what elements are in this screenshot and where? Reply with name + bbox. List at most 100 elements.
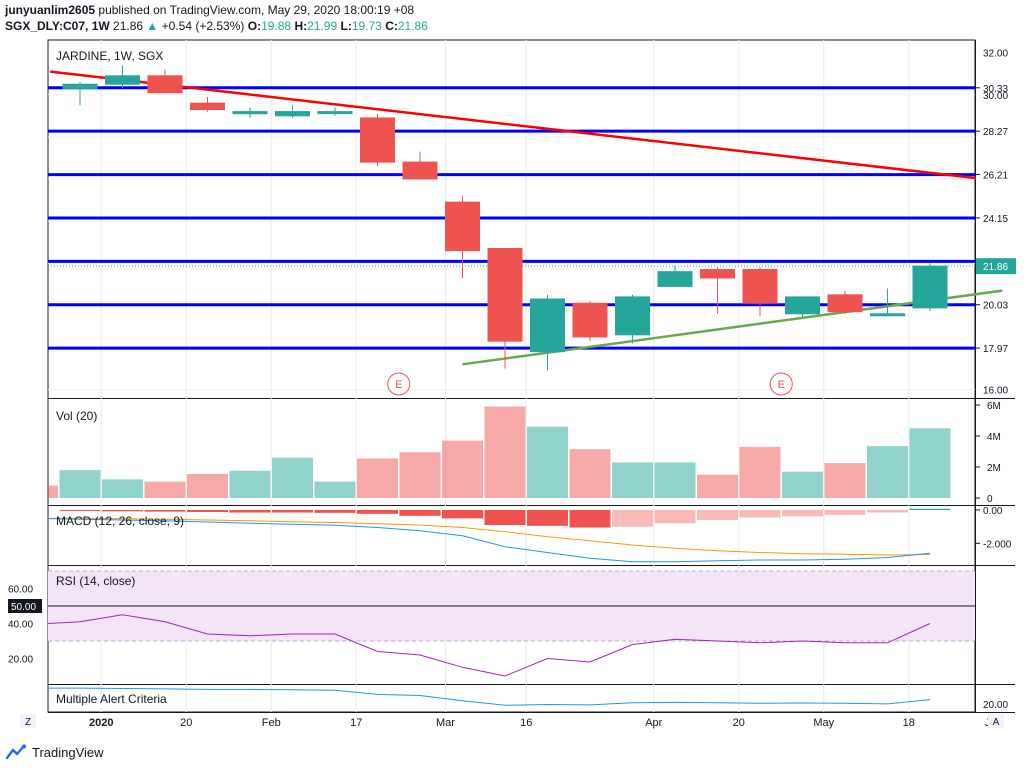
candle-body-14 xyxy=(657,271,693,287)
change-value: +0.54 (+2.53%) xyxy=(161,19,245,33)
macd-line xyxy=(47,518,931,563)
earnings-marker-0 xyxy=(387,372,411,396)
macd-hist-bar-3 xyxy=(187,510,228,512)
volume-bar-10 xyxy=(484,406,526,498)
volume-bar-11 xyxy=(527,426,568,498)
chart-header: junyuanlim2605 published on TradingView.… xyxy=(5,2,1015,38)
price-tick-0: 32.00 xyxy=(983,49,1008,60)
volume-label: Vol (20) xyxy=(56,409,97,423)
candle-body-10 xyxy=(487,247,523,342)
level-label-6: 17.97 xyxy=(983,344,1008,355)
vol-label-3: 0 xyxy=(987,494,993,505)
candle-body-13 xyxy=(615,296,650,336)
low-label: L: xyxy=(340,19,352,33)
volume-bar-13 xyxy=(612,462,653,498)
x-tick-5: 16 xyxy=(520,717,532,729)
vol-label-0: 6M xyxy=(987,401,1001,412)
axes: 30.3328.2726.2124.1522.0920.0317.9732.00… xyxy=(8,49,1016,711)
x-axis[interactable]: 202020Feb17Mar16Apr20May18Jun xyxy=(89,717,1003,729)
zoom-button-label: Z xyxy=(25,717,31,728)
published-text: published on TradingView.com, May 29, 20… xyxy=(98,3,415,17)
candle-body-16 xyxy=(742,269,778,304)
auto-scale-button[interactable] xyxy=(988,714,1004,728)
volume-bar-5 xyxy=(272,457,313,498)
candle-body-7 xyxy=(360,117,395,163)
macd-pane[interactable]: MACD (12, 26, close, 9) xyxy=(47,508,951,563)
alert-label: Multiple Alert Criteria xyxy=(56,692,167,706)
level-badge-bg-2 xyxy=(976,166,1016,183)
x-tick-6: Apr xyxy=(645,717,662,729)
volume-bar-0 xyxy=(59,470,101,498)
candle-body-11 xyxy=(530,298,565,353)
author-name[interactable]: junyuanlim2605 xyxy=(5,3,96,17)
tradingview-logo-icon xyxy=(6,744,26,760)
macd-hist-bar-14 xyxy=(654,510,696,524)
macd-hist-bar-10 xyxy=(484,510,526,525)
level-badge-bg-3 xyxy=(976,209,1016,226)
symbol-label: SGX_DLY:C07, 1W xyxy=(5,19,110,33)
volume-bar-16 xyxy=(739,446,781,498)
close-value: 21.86 xyxy=(397,19,428,33)
candle-body-0 xyxy=(62,83,98,89)
earnings-marker-1 xyxy=(769,372,793,396)
price-tick-2: 16.00 xyxy=(983,386,1008,397)
macd-hist-bar-2 xyxy=(144,510,186,512)
current-price-label: 21.86 xyxy=(983,262,1008,273)
ohlc-line: SGX_DLY:C07, 1W 21.86 ▲ +0.54 (+2.53%) O… xyxy=(5,18,1015,34)
x-tick-9: 18 xyxy=(903,717,915,729)
rsi-line xyxy=(47,614,931,677)
volume-bar-14 xyxy=(654,462,696,498)
rsi-label-2: 20.00 xyxy=(8,655,33,666)
candle-body-5 xyxy=(275,111,310,117)
macd-hist-bar-18 xyxy=(824,510,866,515)
open-label: O: xyxy=(247,19,262,33)
volume-bar-18 xyxy=(824,463,866,498)
level-badge-bg-5 xyxy=(976,296,1016,313)
alert-line xyxy=(48,687,931,706)
rsi-label-0: 60.00 xyxy=(8,585,33,596)
zoom-button[interactable] xyxy=(20,714,36,728)
rsi-label: RSI (14, close) xyxy=(56,574,135,588)
volume-pane[interactable]: Vol (20) xyxy=(48,406,951,498)
rsi-pane[interactable]: RSI (14, close) xyxy=(47,570,975,677)
macd-label-1: -2.000 xyxy=(983,539,1012,550)
x-tick-4: Mar xyxy=(436,717,455,729)
candle-body-12 xyxy=(572,302,608,338)
volume-bar-20 xyxy=(909,428,951,498)
macd-hist-bar-15 xyxy=(697,510,738,520)
x-tick-1: 20 xyxy=(180,717,192,729)
macd-hist-bar-16 xyxy=(739,510,781,518)
macd-hist-bar-8 xyxy=(399,510,441,516)
volume-bar-3 xyxy=(187,473,228,498)
volume-bar-9 xyxy=(442,440,483,498)
rsi-line-path xyxy=(47,614,931,677)
candles[interactable] xyxy=(62,65,948,371)
x-tick-8: May xyxy=(813,717,834,729)
x-tick-7: 20 xyxy=(733,717,745,729)
volume-bar-1 xyxy=(102,479,143,498)
alert-pane[interactable]: Multiple Alert Criteria xyxy=(48,687,931,706)
macd-label-0: 0.00 xyxy=(983,506,1003,517)
downtrend-line xyxy=(50,70,1003,183)
footer-brand[interactable]: TradingView xyxy=(6,741,104,763)
candle-body-8 xyxy=(402,161,438,180)
candle-body-6 xyxy=(317,111,353,115)
high-value: 21.99 xyxy=(307,19,338,33)
macd-hist-bar-1 xyxy=(102,510,143,512)
macd-hist-bar-13 xyxy=(612,510,653,527)
x-tick-3: 17 xyxy=(350,717,362,729)
volume-bar-4 xyxy=(229,470,271,498)
x-tick-2: Feb xyxy=(262,717,281,729)
chart-title: JARDINE, 1W, SGX xyxy=(56,49,163,63)
volume-bar-7 xyxy=(357,458,398,498)
high-label: H: xyxy=(294,19,308,33)
macd-hist-bar-17 xyxy=(782,510,823,517)
volume-bar-6 xyxy=(314,481,356,498)
candle-body-20 xyxy=(912,265,948,309)
candle-body-9 xyxy=(445,201,480,252)
macd-hist-bar-19 xyxy=(867,510,908,513)
